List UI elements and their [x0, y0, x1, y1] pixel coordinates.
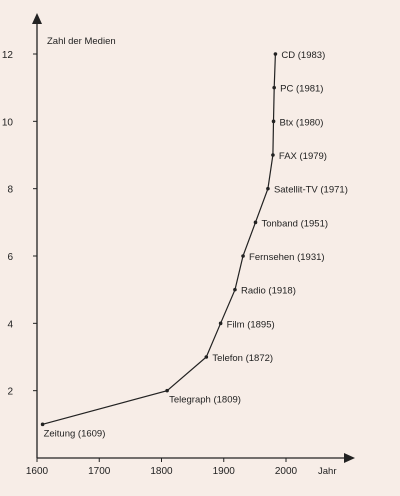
- data-point: [233, 287, 237, 292]
- data-labels: Zeitung (1609) Telegraph (1809) Telefon (1…: [44, 50, 348, 439]
- x-tick-label: 1700: [88, 466, 111, 477]
- data-label: Radio (1918): [241, 286, 296, 297]
- data-point: [241, 254, 245, 258]
- data-label: Film (1895): [227, 319, 275, 330]
- y-tick-label: 4: [7, 319, 13, 330]
- data-label: CD (1983): [281, 50, 325, 61]
- x-tick-label: 2000: [275, 466, 298, 477]
- x-tick-label: 1800: [150, 466, 173, 477]
- y-tick-label: 2: [7, 387, 13, 398]
- data-label: Telefon (1872): [212, 353, 273, 364]
- data-point: [40, 422, 45, 427]
- y-tick-label: 10: [2, 117, 14, 128]
- data-point: [253, 220, 258, 225]
- data-label: Zeitung (1609): [44, 428, 106, 439]
- y-tick-label: 6: [7, 252, 13, 263]
- y-axis-label: Zahl der Medien: [47, 36, 116, 47]
- y-tick-label: 8: [7, 185, 13, 196]
- data-point: [271, 153, 275, 157]
- data-point: [271, 119, 276, 124]
- y-axis-arrow: [32, 13, 42, 24]
- data-label: Telegraph (1809): [169, 395, 241, 406]
- data-label: Btx (1980): [280, 117, 324, 128]
- data-label: PC (1981): [280, 84, 323, 95]
- data-label: Satellit-TV (1971): [274, 185, 348, 196]
- data-points: [40, 52, 278, 427]
- axes: Zahl der Medien Jahr: [32, 13, 355, 477]
- y-tick-label: 12: [2, 50, 14, 61]
- data-point: [272, 85, 276, 90]
- x-tick-label: 1900: [213, 466, 236, 477]
- data-point: [218, 321, 223, 326]
- x-axis-arrow: [344, 453, 355, 463]
- x-axis-label: Jahr: [318, 466, 336, 477]
- series-line: [42, 53, 276, 425]
- data-point: [273, 52, 278, 56]
- data-label: Tonband (1951): [261, 218, 328, 229]
- data-point: [204, 355, 209, 359]
- data-label: FAX (1979): [279, 151, 327, 162]
- x-tick-label: 1600: [26, 466, 49, 477]
- data-label: Fernsehen (1931): [249, 252, 325, 263]
- tick-group: 1600 1700 1800 1900 2000 2 4 6 8 10 12: [2, 50, 298, 477]
- data-point: [165, 388, 169, 393]
- data-point: [266, 186, 270, 191]
